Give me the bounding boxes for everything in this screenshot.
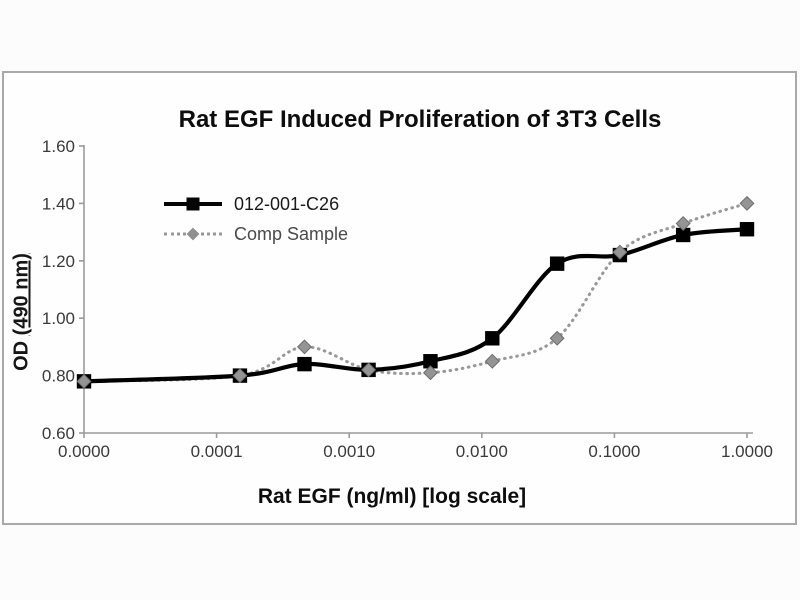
- legend-solid-line-square-icon: [164, 196, 222, 212]
- legend-label: 012-001-C26: [234, 193, 340, 214]
- legend-item-012-001-C26: 012-001-C26: [164, 189, 348, 219]
- y-axis-title-prefix: OD: [10, 335, 33, 371]
- chart-title: Rat EGF Induced Proliferation of 3T3 Cel…: [178, 106, 662, 133]
- legend-dotted-line-diamond-icon: [164, 226, 222, 242]
- chart-panel: [2, 71, 797, 525]
- legend: 012-001-C26 Comp Sample: [164, 189, 348, 249]
- y-axis-title-underlined: (490 nm): [10, 253, 33, 336]
- legend-item-comp-sample: Comp Sample: [164, 219, 348, 249]
- y-axis-title: OD (490 nm): [11, 253, 34, 371]
- square-marker-icon: [186, 197, 200, 211]
- diamond-marker-icon: [186, 227, 200, 241]
- x-axis-title: Rat EGF (ng/ml) [log scale]: [257, 485, 527, 508]
- legend-label: Comp Sample: [234, 223, 349, 244]
